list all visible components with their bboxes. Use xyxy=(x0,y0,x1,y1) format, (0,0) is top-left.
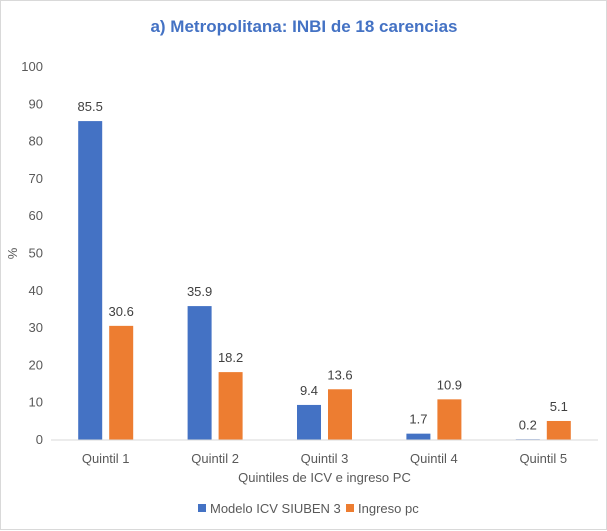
bar-modelo-icv-q4 xyxy=(406,433,431,440)
data-label-ingreso-pc-q2: 18.2 xyxy=(218,350,243,365)
bar-modelo-icv-q1 xyxy=(78,121,103,441)
bar-ingreso-pc-q5 xyxy=(546,420,571,440)
data-label-ingreso-pc-q1: 30.6 xyxy=(109,304,134,319)
y-tick-label: 70 xyxy=(29,171,43,186)
y-axis-ticks: 0 10 20 30 40 50 60 70 80 90 100 xyxy=(21,59,43,447)
legend-ingreso-pc-label: Ingreso pc xyxy=(358,501,419,516)
y-tick-label: 60 xyxy=(29,208,43,223)
bar-modelo-icv-q3 xyxy=(297,404,321,440)
x-tick-label: Quintil 5 xyxy=(519,451,567,466)
x-tick-label: Quintil 3 xyxy=(301,451,349,466)
data-label-ingreso-pc-q4: 10.9 xyxy=(437,377,462,392)
x-axis-ticks: Quintil 1 Quintil 2 Quintil 3 Quintil 4 Quin… xyxy=(82,451,567,466)
legend-modelo-icv-swatch xyxy=(198,504,206,512)
y-tick-label: 40 xyxy=(29,283,43,298)
y-tick-label: 20 xyxy=(29,357,43,372)
legend-ingreso-pc-swatch xyxy=(346,504,354,512)
legend-modelo-icv-label: Modelo ICV SIUBEN 3 xyxy=(210,501,341,516)
y-tick-label: 50 xyxy=(29,246,43,261)
data-label-modelo-icv-q4: 1.7 xyxy=(409,412,427,427)
y-tick-label: 90 xyxy=(29,96,43,111)
x-tick-label: Quintil 2 xyxy=(191,451,239,466)
data-label-modelo-icv-q2: 35.9 xyxy=(187,284,212,299)
bar-modelo-icv-q2 xyxy=(187,306,212,440)
bars xyxy=(78,121,571,441)
y-tick-label: 10 xyxy=(29,395,43,410)
bar-ingreso-pc-q4 xyxy=(437,399,462,440)
bar-ingreso-pc-q2 xyxy=(218,372,243,440)
data-label-modelo-icv-q5: 0.2 xyxy=(519,417,537,432)
chart-title: a) Metropolitana: INBI de 18 carencias xyxy=(150,17,457,36)
y-axis-title: % xyxy=(5,247,20,259)
legend: Modelo ICV SIUBEN 3 Ingreso pc xyxy=(198,501,419,516)
x-tick-label: Quintil 4 xyxy=(410,451,458,466)
y-tick-label: 30 xyxy=(29,320,43,335)
bar-data-labels: 85.5 30.6 35.9 18.2 9.4 13.6 1.7 10.9 0.2 5.1 xyxy=(78,99,568,432)
x-axis-title: Quintiles de ICV e ingreso PC xyxy=(238,470,411,485)
data-label-ingreso-pc-q3: 13.6 xyxy=(327,367,352,382)
y-tick-label: 0 xyxy=(36,432,43,447)
x-tick-label: Quintil 1 xyxy=(82,451,130,466)
y-tick-label: 100 xyxy=(21,59,43,74)
y-tick-label: 80 xyxy=(29,134,43,149)
bar-ingreso-pc-q3 xyxy=(328,389,352,440)
data-label-modelo-icv-q1: 85.5 xyxy=(78,99,103,114)
bar-ingreso-pc-q1 xyxy=(109,325,134,440)
data-label-modelo-icv-q3: 9.4 xyxy=(300,383,318,398)
data-label-ingreso-pc-q5: 5.1 xyxy=(550,399,568,414)
